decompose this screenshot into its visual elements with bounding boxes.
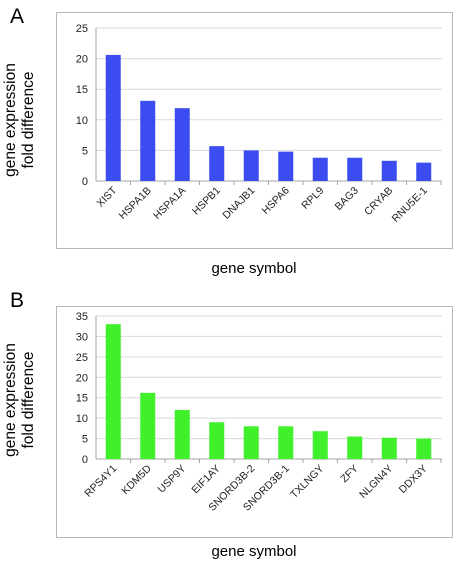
panel-b-y-tick-label: 10	[76, 413, 88, 425]
panel-a-x-axis-label: gene symbol	[211, 260, 297, 277]
panel-b-y-tick-label: 0	[82, 454, 88, 466]
panel-a-bar	[243, 150, 259, 181]
panel-a-bar	[174, 108, 190, 181]
panel-a-x-tick-label: CRYAB	[362, 185, 395, 218]
panel-a-x-tick-label: HSPA1B	[117, 185, 154, 222]
panel-b-y-tick-label: 35	[76, 311, 88, 323]
panel-b-bar	[381, 437, 397, 459]
panel-a-x-tick-label: RNU5E-1	[390, 185, 430, 225]
panel-b-y-tick-label: 30	[76, 331, 88, 343]
panel-b-frame	[56, 306, 453, 538]
panel-a-y-tick-label: 25	[76, 23, 88, 35]
panel-b-x-tick-label: USP9Y	[156, 463, 189, 496]
panel-a-bar	[312, 157, 328, 181]
panel-b-bar	[278, 426, 294, 459]
panel-b-y-tick-label: 20	[76, 372, 88, 384]
panel-b-x-tick-label: TXLNGY	[288, 463, 326, 501]
panel-a-x-tick-label: HSPB1	[190, 185, 223, 218]
panel-a-bar	[347, 157, 363, 181]
panel-b-x-tick-label: ZFY	[338, 463, 361, 486]
panel-a-y-tick-label: 5	[82, 145, 88, 157]
panel-b-x-axis-label: gene symbol	[211, 543, 297, 560]
panel-a-frame	[56, 12, 453, 249]
panel-b-bar	[105, 324, 121, 459]
panel-b-x-tick-label: DDX3Y	[397, 463, 430, 496]
panel-b-bar	[347, 436, 363, 459]
panel-a-x-tick-label: HSPA1A	[151, 185, 188, 222]
panel-a-bar	[416, 162, 432, 181]
panel-b-bar	[209, 422, 225, 459]
panel-b-bar	[312, 431, 328, 459]
panel-a-y-tick-label: 15	[76, 84, 88, 96]
panel-a-x-tick-label: DNAJB1	[220, 185, 257, 222]
panel-a-bar	[278, 151, 294, 181]
panel-b-y-tick-label: 15	[76, 393, 88, 405]
panel-b-bar	[416, 438, 432, 459]
panel-a-bar	[381, 160, 397, 181]
panel-b-bar	[174, 409, 190, 459]
panel-a-y-tick-label: 0	[82, 176, 88, 188]
panel-b-y-tick-label: 25	[76, 352, 88, 364]
panel-b-x-tick-label: NLGN4Y	[357, 463, 395, 501]
panel-b-bar	[140, 392, 156, 459]
panel-a-bar	[105, 54, 121, 181]
panel-a-bar	[140, 100, 156, 181]
panel-b-letter: B	[10, 289, 25, 312]
panel-a-y-tick-label: 20	[76, 54, 88, 66]
panel-a-x-tick-label: RPL9	[299, 185, 326, 212]
panel-b-bar	[243, 426, 259, 459]
panel-b-x-tick-label: KDM5D	[119, 462, 154, 497]
panel-a-x-tick-label: XIST	[94, 184, 119, 209]
panel-a-x-tick-label: HSPA6	[260, 185, 292, 217]
panel-b-y-tick-label: 5	[82, 434, 88, 446]
panel-a-letter: A	[10, 5, 25, 28]
panel-b-x-tick-label: EIF1AY	[189, 463, 223, 497]
panel-a-y-tick-label: 10	[76, 115, 88, 127]
panel-a-x-tick-label: BAG3	[333, 185, 361, 213]
panel-b-x-tick-label: RPS4Y1	[82, 463, 119, 500]
panel-a-bar	[209, 146, 225, 181]
